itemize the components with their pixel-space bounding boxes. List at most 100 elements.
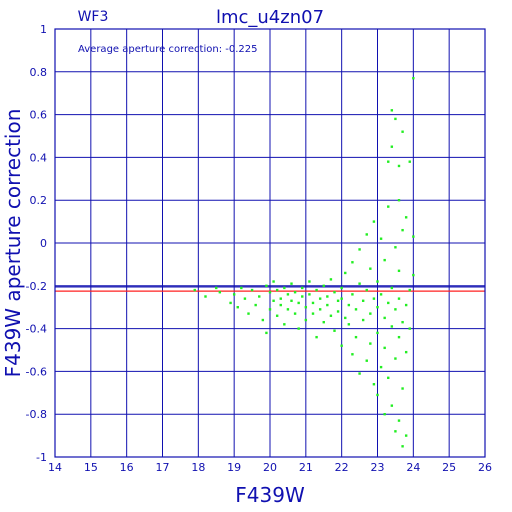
data-point: [390, 404, 394, 407]
data-point: [311, 301, 315, 305]
data-point: [376, 306, 379, 309]
data-point: [243, 297, 247, 300]
data-point: [283, 323, 286, 326]
data-point: [340, 297, 343, 300]
data-point: [279, 297, 282, 300]
panel-label: WF3: [78, 9, 109, 25]
data-point: [354, 308, 358, 311]
y-tick-label: 0.8: [30, 66, 48, 79]
data-point: [229, 301, 232, 305]
data-point: [236, 306, 239, 309]
y-tick-label: 1: [40, 23, 47, 36]
data-point: [379, 293, 383, 296]
data-point: [383, 316, 386, 320]
data-point: [358, 372, 361, 375]
y-tick-label: -0.2: [26, 280, 47, 293]
data-point: [401, 320, 404, 324]
y-tick-label: 0: [40, 237, 47, 250]
data-point: [379, 365, 383, 369]
data-point: [354, 335, 358, 339]
data-point: [254, 303, 257, 307]
data-point: [218, 291, 222, 294]
data-point: [304, 318, 308, 322]
y-tick-label: -0.6: [26, 365, 47, 378]
data-point: [394, 117, 397, 121]
data-point: [258, 295, 261, 298]
x-tick-label: 24: [406, 461, 420, 474]
data-point: [351, 293, 354, 296]
data-point: [408, 160, 411, 163]
x-tick-labels: 14 15 16 17 18 19 20 21 22 23 24 25 26: [48, 461, 492, 474]
data-point: [397, 335, 401, 339]
y-tick-label: 0.2: [30, 194, 48, 207]
data-point: [275, 288, 279, 292]
data-point: [361, 299, 365, 302]
y-tick-label: -0.8: [26, 408, 47, 421]
data-point: [275, 314, 279, 317]
data-point: [369, 267, 372, 270]
data-point: [351, 261, 354, 264]
data-point: [412, 235, 415, 238]
data-point: [397, 269, 401, 273]
data-point: [304, 306, 308, 309]
x-tick-label: 16: [120, 461, 134, 474]
data-point: [333, 291, 336, 294]
x-tick-label: 22: [335, 461, 349, 474]
data-point: [397, 419, 401, 422]
data-point: [272, 299, 275, 302]
annotation-text: Average aperture correction: -0.225: [78, 44, 258, 55]
data-point: [315, 288, 318, 292]
data-point: [387, 160, 390, 163]
data-point: [204, 295, 207, 298]
data-point: [361, 318, 365, 322]
data-point: [372, 383, 376, 386]
data-point: [293, 291, 297, 294]
data-point: [311, 312, 315, 315]
data-point: [390, 109, 394, 112]
data-point: [390, 325, 394, 328]
data-point: [272, 280, 275, 283]
data-point: [340, 344, 343, 347]
x-tick-label: 17: [156, 461, 170, 474]
x-tick-label: 15: [84, 461, 98, 474]
data-point: [365, 233, 368, 236]
x-tick-label: 19: [227, 461, 241, 474]
data-point: [290, 282, 293, 285]
data-point: [365, 359, 368, 362]
data-point: [351, 353, 354, 356]
data-point: [401, 445, 404, 448]
data-point: [247, 312, 250, 315]
x-tick-label: 20: [263, 461, 277, 474]
data-point: [268, 291, 272, 294]
data-point: [390, 145, 394, 148]
data-point: [286, 308, 290, 311]
plot-frame: [54, 28, 486, 458]
data-point: [369, 342, 372, 345]
data-point: [401, 228, 404, 232]
data-point: [372, 297, 376, 300]
data-point: [326, 303, 329, 307]
data-point: [404, 216, 408, 219]
x-tick-label: 26: [478, 461, 492, 474]
data-point: [369, 312, 372, 315]
data-point: [401, 387, 404, 390]
data-point: [394, 246, 397, 249]
data-point: [336, 299, 340, 302]
data-point: [365, 288, 368, 292]
data-point: [297, 301, 300, 305]
y-tick-label: -0.4: [26, 323, 47, 336]
x-tick-label: 14: [48, 461, 62, 474]
data-point: [376, 393, 379, 397]
data-point: [318, 297, 322, 300]
data-point: [261, 318, 265, 322]
data-point: [283, 286, 286, 290]
data-point: [383, 346, 386, 350]
data-point: [408, 288, 411, 292]
data-point: [387, 376, 390, 380]
data-points: [193, 77, 415, 448]
data-point: [329, 278, 333, 281]
data-point: [301, 286, 304, 290]
data-point: [387, 301, 390, 305]
data-point: [308, 293, 311, 296]
